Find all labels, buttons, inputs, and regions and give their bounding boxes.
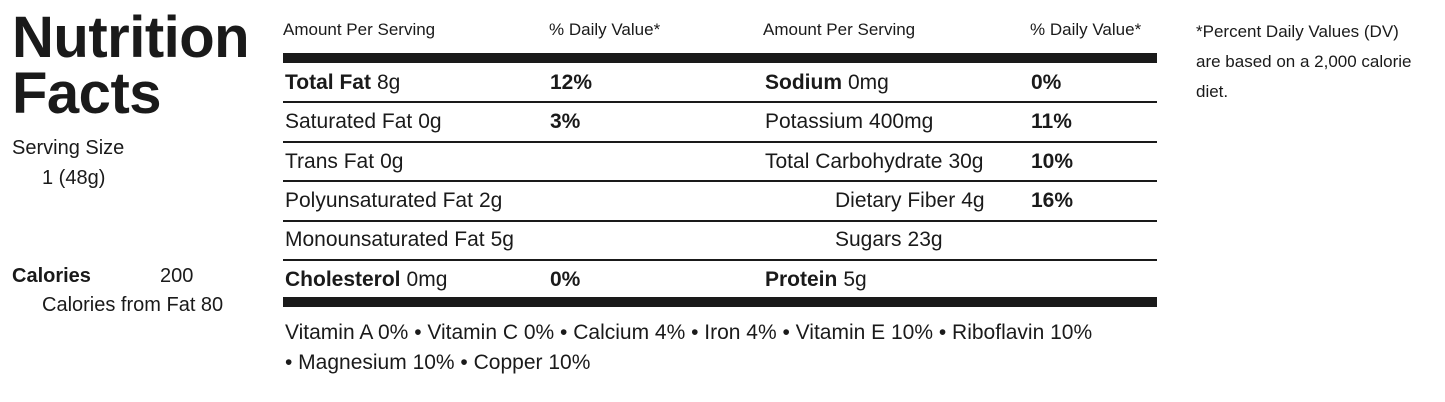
daily-value: 3%	[550, 110, 581, 134]
serving-value: 1 (48g)	[42, 167, 106, 189]
nutrient-cell: Saturated Fat 0g	[285, 109, 442, 135]
daily-value: 10%	[1031, 149, 1074, 173]
daily-value: 12%	[550, 70, 593, 94]
vitamins-line: • Magnesium 10% • Copper 10%	[285, 351, 591, 374]
nutrient-amount: 5g	[490, 228, 514, 252]
nutrient-amount: 0g	[380, 149, 404, 173]
nutrient-name: Dietary Fiber	[835, 188, 956, 212]
nutrient-amount: 5g	[843, 267, 867, 291]
nutrient-cell: Dietary Fiber 4g	[835, 188, 985, 214]
daily-value: 0%	[1031, 70, 1062, 94]
row-rule	[283, 101, 1157, 104]
row-rule	[283, 219, 1157, 222]
nutrient-name: Potassium	[765, 110, 864, 134]
row-rule	[283, 259, 1157, 261]
nutrient-name: Polyunsaturated Fat	[285, 188, 473, 212]
nutrient-cell: Polyunsaturated Fat 2g	[285, 188, 502, 214]
thick-rule	[283, 297, 1157, 307]
daily-value: 16%	[1031, 188, 1074, 212]
footnote: *Percent Daily Values (DV)	[1196, 22, 1399, 41]
nutrient-amount: 0mg	[406, 267, 448, 291]
nutrient-amount: 23g	[907, 228, 943, 252]
nutrient-amount: 2g	[478, 188, 503, 212]
nutrient-name: Trans Fat	[285, 149, 375, 173]
calories-value: 200	[160, 265, 194, 287]
nutrient-amount: 30g	[948, 149, 984, 173]
daily-value: 11%	[1031, 110, 1072, 134]
serving-label: Serving Size	[12, 137, 125, 159]
header: Amount Per Serving	[763, 20, 916, 39]
nutrient-amount: 0mg	[848, 70, 889, 94]
row-rule	[283, 140, 1157, 143]
nutrient-amount: 4g	[961, 188, 985, 212]
nutrient-cell: Trans Fat 0g	[285, 149, 403, 175]
nutrient-amount: 0g	[418, 110, 442, 134]
calories-from-fat: Calories from Fat 80	[42, 294, 224, 316]
nutrient-name: Sodium	[765, 70, 842, 94]
nutrient-name: Saturated Fat	[285, 110, 413, 134]
nutrient-name: Protein	[765, 267, 838, 291]
nutrient-name: Cholesterol	[285, 267, 401, 291]
row-rule	[283, 180, 1157, 183]
header: % Daily Value*	[1030, 20, 1142, 39]
nutrient-amount: 400mg	[869, 110, 934, 134]
nutrient-name: Total Fat	[285, 70, 371, 94]
header: Amount Per Serving	[283, 20, 436, 39]
nutrient-name: Total Carbohydrate	[765, 149, 943, 173]
nutrient-cell: Total Fat 8g	[285, 70, 400, 96]
nutrient-cell: Monounsaturated Fat 5g	[285, 227, 514, 253]
nutrient-cell: Cholesterol 0mg	[285, 267, 447, 293]
nutrient-cell: Sugars 23g	[835, 227, 943, 253]
daily-value: 0%	[550, 267, 581, 291]
header: % Daily Value*	[549, 20, 661, 39]
label-title: Nutrition Facts	[12, 5, 250, 126]
footnote: are based on a 2,000 calorie	[1196, 52, 1412, 71]
vitamins-line: Vitamin A 0% • Vitamin C 0% • Calcium 4%…	[285, 321, 1093, 344]
nutrient-cell: Potassium 400mg	[765, 109, 933, 135]
nutrient-cell: Protein 5g	[765, 267, 867, 293]
nutrient-name: Monounsaturated Fat	[285, 228, 485, 252]
nutrient-amount: 8g	[376, 70, 401, 94]
footnote: diet.	[1196, 82, 1229, 101]
nutrient-name: Sugars	[835, 228, 902, 252]
nutrient-cell: Sodium 0mg	[765, 70, 889, 96]
nutrient-cell: Total Carbohydrate 30g	[765, 149, 983, 175]
calories-label: Calories	[12, 265, 91, 287]
thick-rule	[283, 53, 1157, 63]
